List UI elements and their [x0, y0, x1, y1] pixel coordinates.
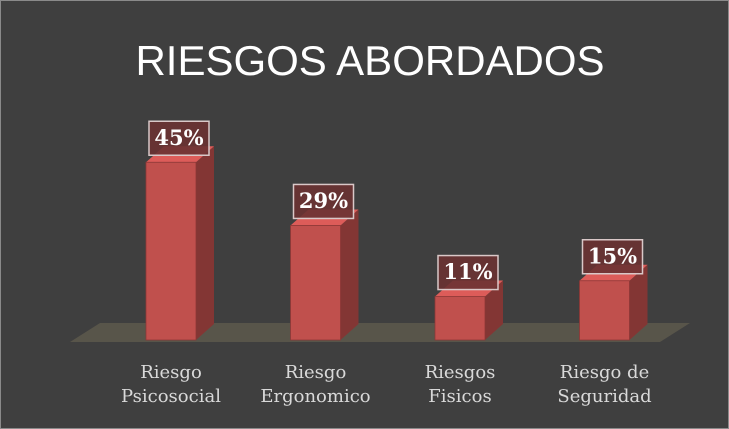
bar-side [485, 280, 503, 340]
x-tick-label: Riesgo de Seguridad [557, 362, 652, 407]
x-tick-label: Riesgo Psicosocial [121, 362, 221, 407]
value-label: 45% [154, 125, 203, 150]
bar [145, 161, 197, 341]
value-label-box [292, 183, 355, 220]
value-label: 11% [443, 259, 492, 284]
bar [290, 225, 341, 341]
bar-side [340, 209, 359, 340]
value-label: 29% [299, 188, 348, 213]
value-label-box [437, 254, 499, 291]
value-label-box [148, 120, 210, 156]
value-label: 15% [588, 243, 637, 268]
value-label-box [581, 239, 644, 275]
bar-side [196, 146, 214, 340]
floor [70, 323, 690, 342]
bar-side [629, 264, 648, 340]
x-tick-label: Riesgos Fisicos [424, 362, 496, 407]
bar [434, 296, 486, 341]
bar [579, 280, 630, 341]
chart-title: RIESGOS ABORDADOS [135, 37, 604, 84]
x-tick-label: Riesgo Ergonomico [260, 362, 371, 407]
